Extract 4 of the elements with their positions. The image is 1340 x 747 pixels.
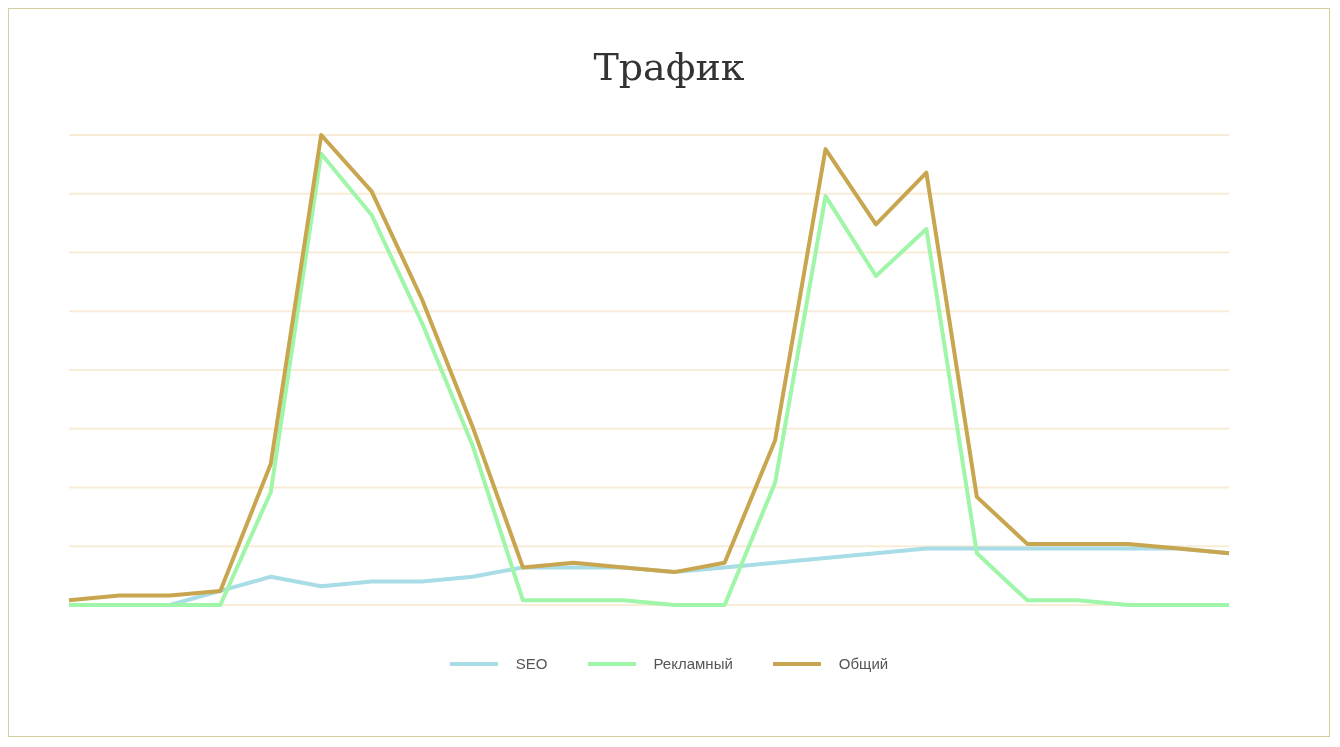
legend-label: Рекламный: [653, 655, 733, 672]
legend-label: Общий: [838, 655, 889, 672]
chart-title: Трафик: [592, 44, 746, 91]
legend-label: SEO: [515, 655, 548, 672]
